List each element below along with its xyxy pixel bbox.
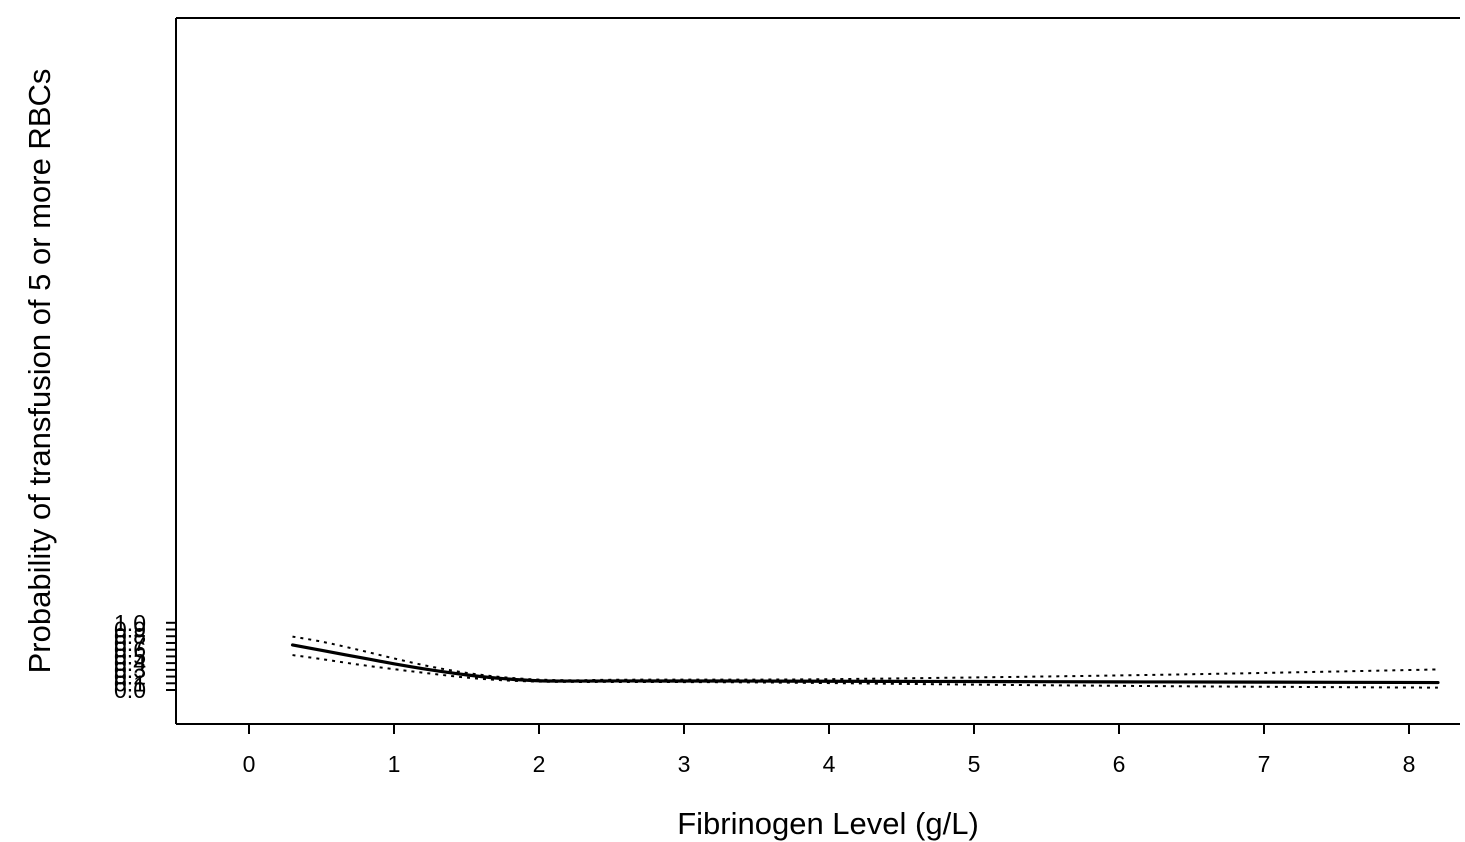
x-tick-label: 4 bbox=[823, 751, 836, 777]
x-tick-label: 5 bbox=[968, 751, 981, 777]
x-tick-label: 3 bbox=[678, 751, 691, 777]
estimate-line bbox=[290, 643, 1440, 685]
y-tick-label: 1.0 bbox=[114, 610, 146, 636]
y-tick-label: 0.9 bbox=[114, 617, 146, 643]
y-tick-label: 0.4 bbox=[114, 650, 146, 676]
y-tick-label: 0.6 bbox=[114, 637, 146, 663]
y-ticks: 0.00.10.20.30.40.50.60.70.80.91.0 bbox=[114, 610, 176, 703]
confidence-bound-line-1 bbox=[292, 635, 1439, 682]
axes bbox=[175, 17, 1460, 725]
x-tick-label: 2 bbox=[533, 751, 546, 777]
y-tick-label: 0.2 bbox=[114, 664, 146, 690]
y-tick-label: 0.3 bbox=[114, 657, 146, 683]
x-ticks: 0 1 2 3 4 5 6 7 8 bbox=[243, 724, 1416, 777]
x-axis-title: Fibrinogen Level (g/L) bbox=[677, 806, 979, 841]
y-tick-label: 0.0 bbox=[114, 677, 146, 703]
x-tick-label: 6 bbox=[1113, 751, 1126, 777]
y-tick-label: 0.1 bbox=[114, 670, 146, 696]
y-tick-label: 0.5 bbox=[114, 643, 146, 669]
series-layer bbox=[290, 635, 1440, 689]
x-tick-label: 7 bbox=[1258, 751, 1271, 777]
x-tick-label: 8 bbox=[1403, 751, 1416, 777]
y-axis-title: Probability of transfusion of 5 or more … bbox=[22, 69, 57, 674]
x-tick-label: 0 bbox=[243, 751, 256, 777]
y-tick-label: 0.8 bbox=[114, 623, 146, 649]
y-tick-label: 0.7 bbox=[114, 630, 146, 656]
x-tick-label: 1 bbox=[388, 751, 401, 777]
